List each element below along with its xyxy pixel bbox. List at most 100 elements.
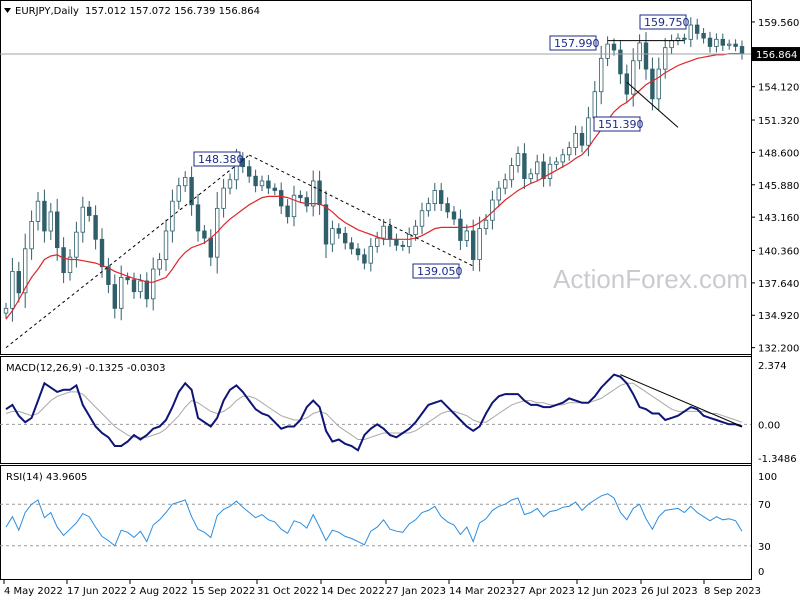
candle xyxy=(547,156,553,187)
annotation-label: 157.990 xyxy=(554,37,600,50)
candle xyxy=(541,153,546,187)
candle xyxy=(426,197,431,217)
candle-body xyxy=(624,73,629,95)
candle xyxy=(317,170,322,215)
candle-body xyxy=(682,37,687,40)
candle xyxy=(93,205,98,250)
symbol-label: EURJPY,Daily xyxy=(15,6,79,17)
price-annotations: 157.990 159.750 148.380 151.390 139.050 xyxy=(193,14,690,279)
last-price-label: 156.864 xyxy=(756,50,797,61)
candle xyxy=(227,173,233,195)
candle xyxy=(253,169,258,193)
candle-body xyxy=(87,206,92,216)
candle-body xyxy=(342,232,348,244)
triangle-down-icon[interactable] xyxy=(4,8,11,13)
price-tick-label: 154.120 xyxy=(758,83,799,94)
candle-body xyxy=(656,68,661,100)
candle-body xyxy=(643,42,649,70)
candle xyxy=(374,231,380,253)
candle xyxy=(298,190,303,203)
candle xyxy=(16,261,21,303)
candle-body xyxy=(426,203,431,212)
price-sma xyxy=(5,52,742,320)
candle-body xyxy=(605,43,610,59)
candle xyxy=(131,272,137,299)
price-tick-label: 143.160 xyxy=(758,213,799,224)
candle-body xyxy=(227,179,233,189)
candle xyxy=(362,248,367,270)
candle xyxy=(87,200,92,222)
candle xyxy=(221,178,226,218)
x-tick-label: 27 Apr 2023 xyxy=(513,586,575,597)
candle xyxy=(406,227,412,254)
price-tick-label: 134.920 xyxy=(758,311,799,322)
candle-body xyxy=(349,242,354,250)
candle xyxy=(22,233,28,309)
candle-body xyxy=(522,153,527,179)
candle-body xyxy=(477,228,482,260)
macd-line xyxy=(5,373,743,452)
candle xyxy=(567,141,572,161)
candle xyxy=(74,221,79,268)
candle-body xyxy=(304,197,309,207)
candle-body xyxy=(112,284,117,309)
candle-body xyxy=(579,132,585,146)
candle-body xyxy=(733,43,738,47)
rsi-line xyxy=(5,493,743,547)
candle xyxy=(99,228,105,278)
candle xyxy=(663,38,668,79)
candle-body xyxy=(496,187,501,201)
candle xyxy=(727,39,732,50)
candle-body xyxy=(509,165,514,181)
price-tick-label: 159.560 xyxy=(758,18,799,29)
x-tick-label: 15 Sep 2022 xyxy=(192,586,255,597)
candle-body xyxy=(413,225,418,235)
candle xyxy=(650,57,655,111)
candle-body xyxy=(336,228,341,234)
candle-body xyxy=(93,215,98,240)
candle xyxy=(80,196,85,243)
candle xyxy=(579,126,585,153)
x-tick-label: 17 Jun 2022 xyxy=(67,586,127,597)
candle xyxy=(266,175,271,195)
candle-body xyxy=(573,132,578,149)
candle xyxy=(355,243,361,261)
candle xyxy=(195,194,201,242)
candle-body xyxy=(567,147,572,156)
candle xyxy=(330,220,335,253)
candle xyxy=(611,38,617,56)
candle-body xyxy=(458,218,463,241)
annotation-box xyxy=(412,263,460,279)
candle xyxy=(733,39,738,52)
candle-body xyxy=(291,194,297,218)
candle-body xyxy=(29,221,34,250)
candle-body xyxy=(739,46,745,55)
candle xyxy=(675,33,681,46)
candle xyxy=(202,225,207,245)
candle-body xyxy=(42,200,47,232)
candle xyxy=(445,197,450,219)
candle xyxy=(535,154,540,181)
annotation-box xyxy=(639,14,687,30)
candle-body xyxy=(67,256,73,274)
candle-body xyxy=(707,37,713,47)
candle-body xyxy=(74,231,79,258)
candle-body xyxy=(298,194,303,199)
candle-body xyxy=(35,200,41,222)
candle xyxy=(451,205,457,226)
annotation-label: 148.380 xyxy=(198,153,244,166)
candle-body xyxy=(419,210,425,227)
candle-body xyxy=(240,157,245,168)
rsi-layer xyxy=(0,493,751,547)
x-tick-label: 14 Dec 2022 xyxy=(321,586,385,597)
candle xyxy=(67,249,73,281)
candle-body xyxy=(317,180,322,206)
candle xyxy=(246,160,252,183)
candle-body xyxy=(483,219,489,229)
candle xyxy=(310,170,316,217)
macd-tick-label: 0.00 xyxy=(758,420,780,431)
candle xyxy=(707,31,713,53)
ohlc-label: 157.012 157.072 156.739 156.864 xyxy=(85,6,260,17)
candle xyxy=(278,182,284,215)
